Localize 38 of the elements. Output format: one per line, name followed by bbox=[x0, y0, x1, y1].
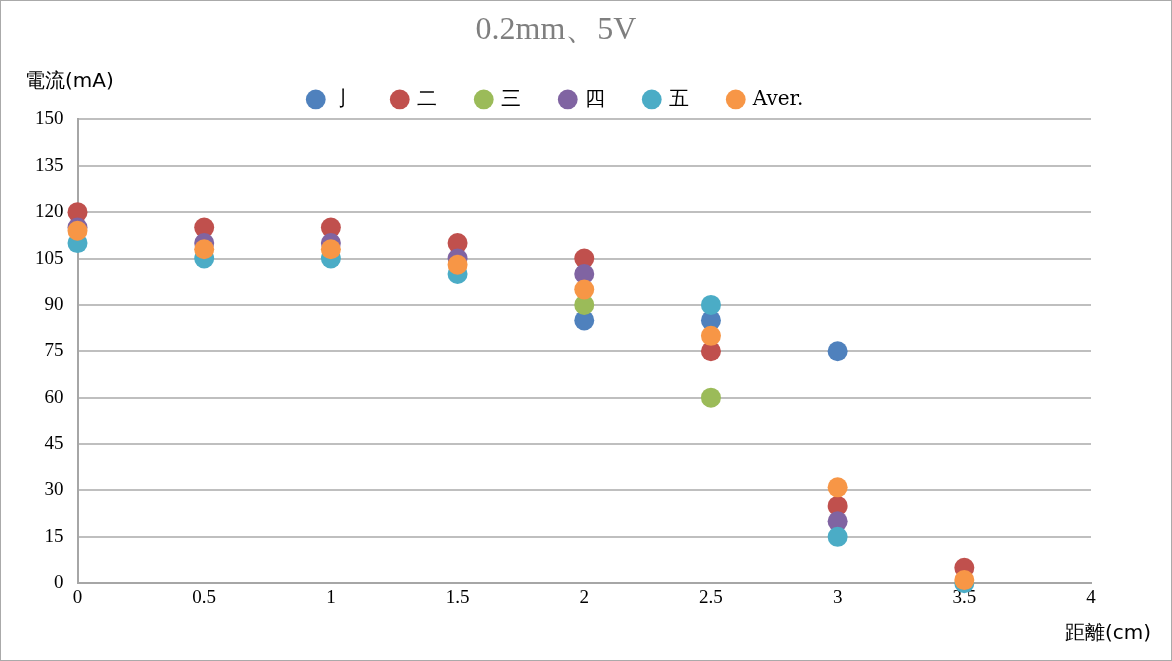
x-tick-label: 3 bbox=[832, 585, 843, 607]
point bbox=[574, 279, 595, 300]
x-tick-label: 0.5 bbox=[192, 585, 217, 607]
y-tick-label: 30 bbox=[44, 478, 64, 500]
chart-title: 0.2mm、5V bbox=[475, 9, 637, 46]
point bbox=[194, 239, 215, 260]
x-tick-label: 2.5 bbox=[699, 585, 723, 607]
x-tick-label: 1 bbox=[326, 585, 336, 607]
y-tick-label: 60 bbox=[44, 385, 64, 407]
y-tick-label: 75 bbox=[44, 339, 64, 361]
point bbox=[700, 387, 721, 408]
legend-label: Aver. bbox=[751, 85, 804, 110]
y-tick-label: 15 bbox=[44, 524, 64, 546]
point bbox=[827, 477, 848, 498]
point bbox=[827, 526, 848, 547]
point bbox=[827, 341, 848, 362]
point bbox=[447, 254, 468, 275]
x-tick-label: 2 bbox=[579, 585, 589, 607]
legend-label: 亅 bbox=[332, 85, 353, 110]
point bbox=[700, 294, 721, 315]
y-tick-label: 90 bbox=[44, 292, 64, 314]
y-tick-label: 105 bbox=[35, 246, 64, 268]
y-tick-label: 120 bbox=[35, 200, 64, 222]
y-tick-label: 0 bbox=[54, 571, 64, 593]
legend-label: 三 bbox=[500, 85, 521, 110]
y-tick-label: 135 bbox=[35, 153, 64, 175]
legend-label: 五 bbox=[668, 85, 689, 110]
x-tick-label: 4 bbox=[1086, 585, 1097, 607]
y-tick-label: 45 bbox=[44, 432, 64, 454]
y-axis-title: 電流(mA) bbox=[25, 67, 114, 94]
point bbox=[320, 239, 341, 260]
x-axis-title: 距離(cm) bbox=[1064, 619, 1151, 646]
legend-label: 四 bbox=[584, 85, 605, 110]
x-tick-label: 1.5 bbox=[445, 585, 470, 607]
point bbox=[700, 325, 721, 346]
y-tick-label: 150 bbox=[35, 107, 64, 129]
legend-label: 二 bbox=[416, 85, 437, 110]
x-tick-label: 0 bbox=[72, 585, 83, 607]
